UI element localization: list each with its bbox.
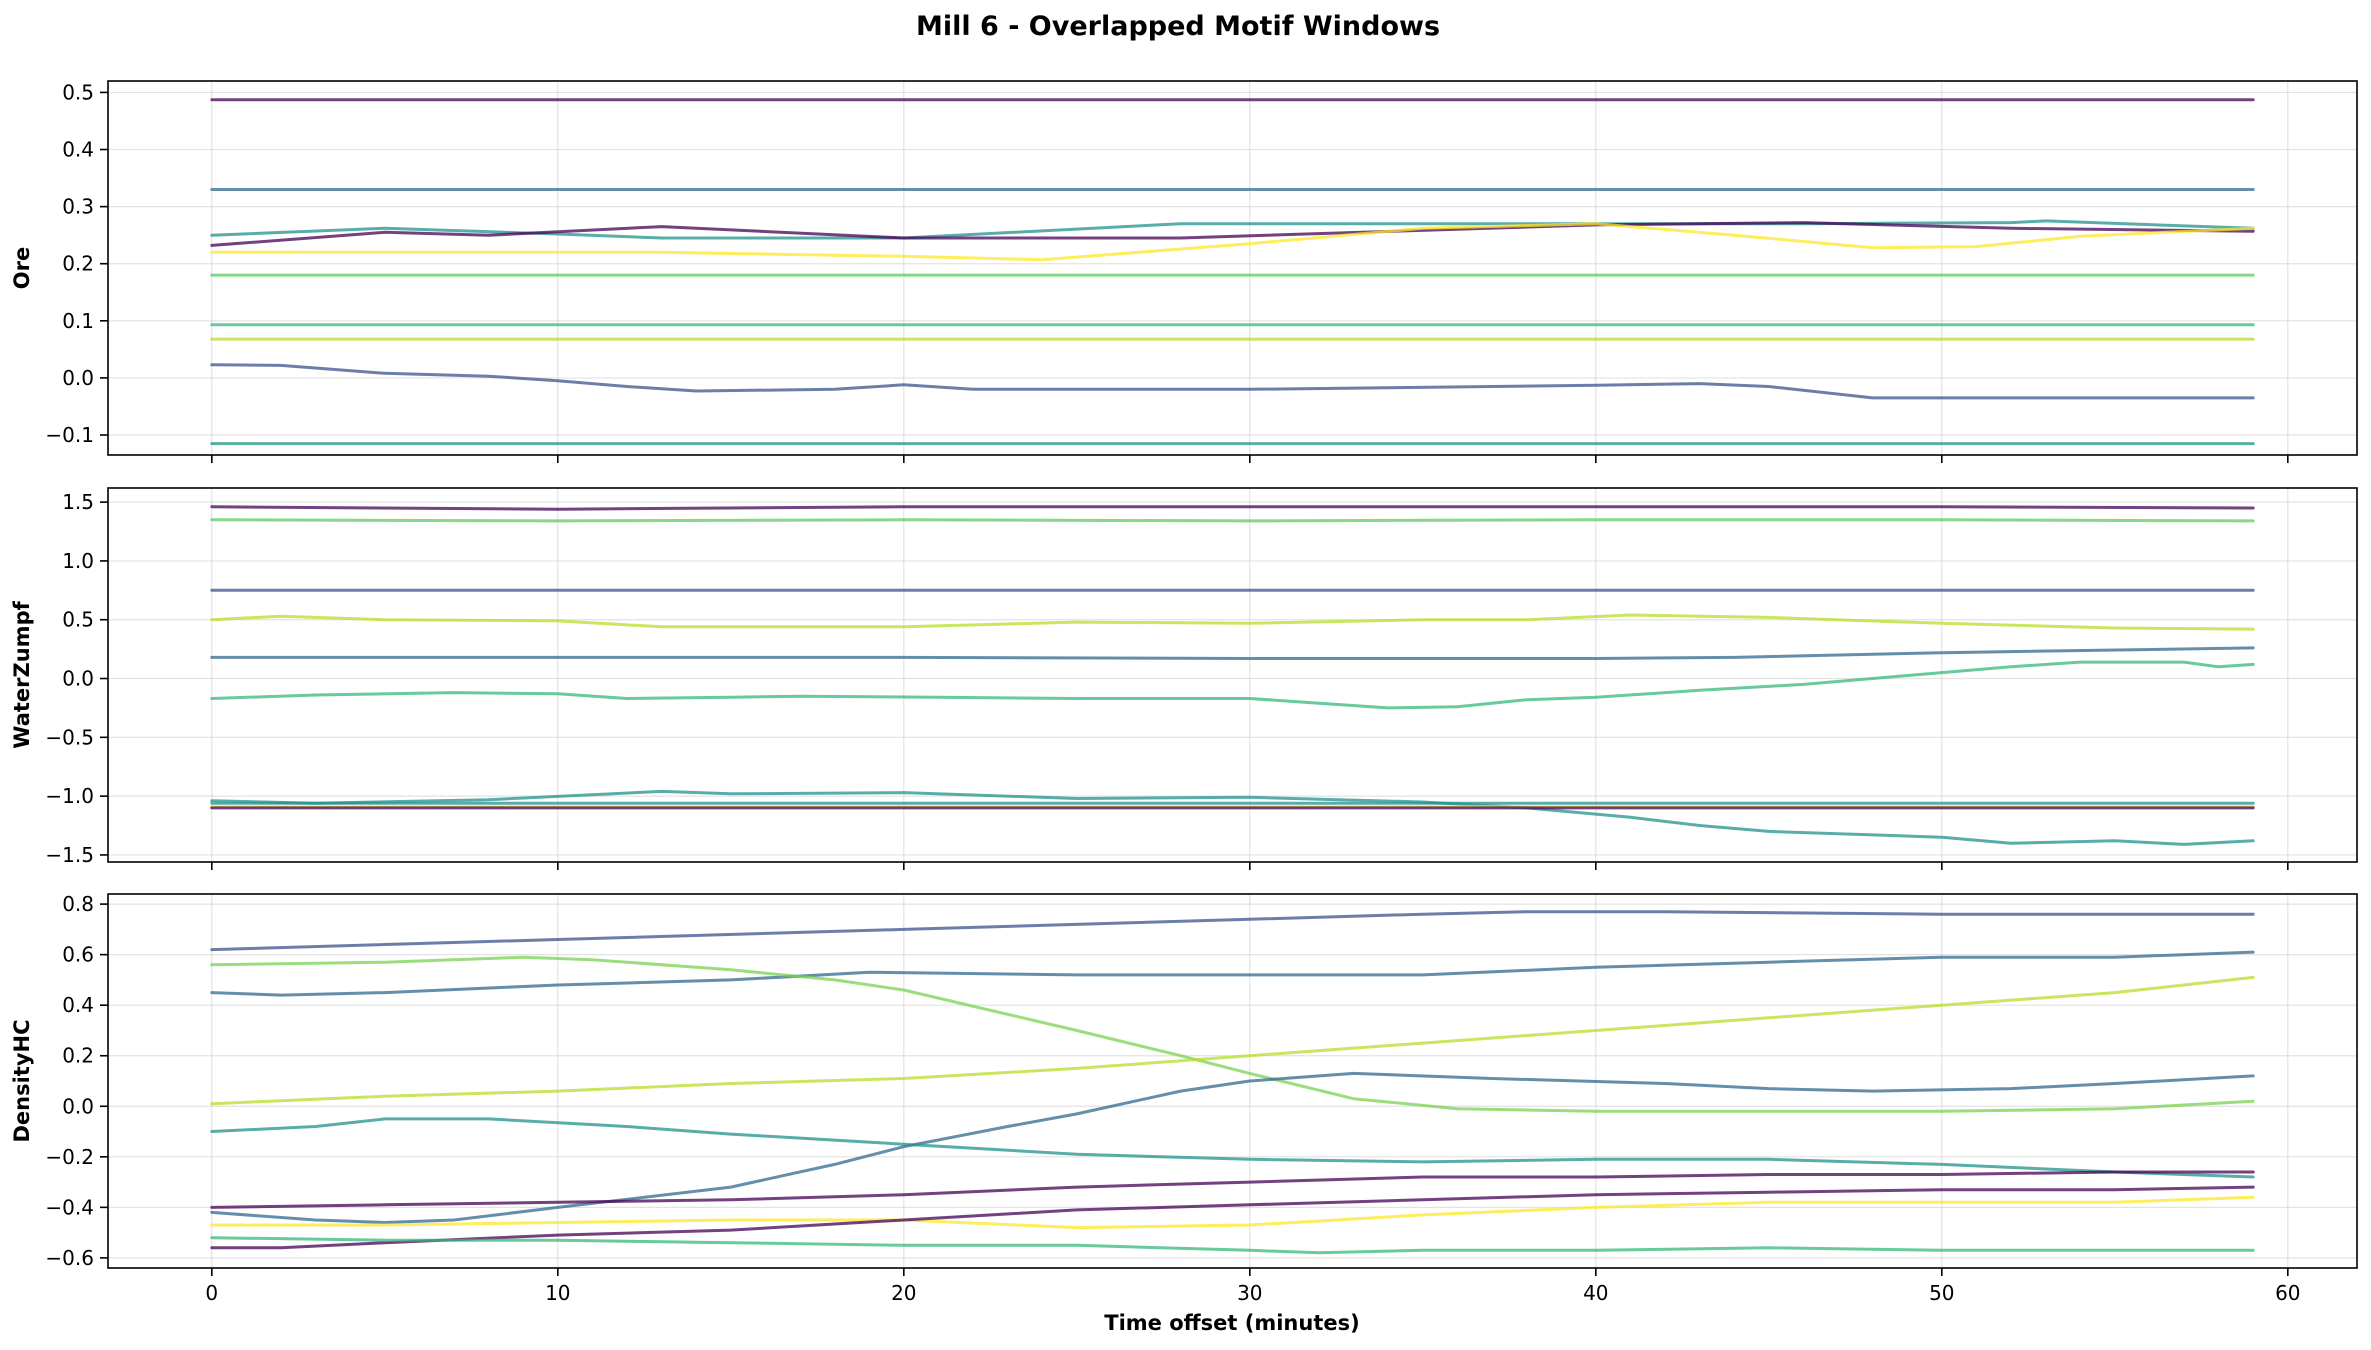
series-line-4 [210,221,2255,247]
y-tick-label: −0.6 [45,1246,94,1270]
x-tick-label: 60 [2275,1281,2300,1305]
y-axis-label: DensityHC [10,1019,34,1142]
series-line-5 [210,646,2255,660]
y-axis-label: WaterZumpf [10,600,34,748]
y-tick-label: 0.2 [62,1044,94,1068]
series-line-10 [210,1236,2255,1255]
y-tick-label: 0.0 [62,1094,94,1118]
series-group [210,505,2255,846]
series-line-5 [210,222,2255,262]
subplot-1: −0.1 0.0 0.1 0.2 0.3 0.4 0.5 Ore [10,80,2358,463]
y-tick-label: 0.4 [62,993,94,1017]
y-tick-label: 0.8 [62,892,94,916]
y-tick-label: 0.0 [62,366,94,390]
y-tick-label: 1.5 [62,490,94,514]
y-tick-label: −1.5 [45,843,94,867]
series-group [210,910,2255,1255]
y-tick-label: 0.3 [62,195,94,219]
x-axis-label: Time offset (minutes) [1104,1311,1359,1335]
y-tick-label: −1.0 [45,784,94,808]
x-tick-label: 20 [891,1281,916,1305]
y-tick-label: −0.5 [45,725,94,749]
y-tick-label: 1.0 [62,549,94,573]
x-tick-label: 30 [1237,1281,1262,1305]
series-line-2 [210,950,2255,997]
x-tick-label: 0 [205,1281,218,1305]
subplot-2: −1.5 −1.0 −0.5 0.0 0.5 1.0 1.5 WaterZumpf [10,487,2358,870]
axes-frame [107,80,2358,456]
series-line-6 [210,1117,2255,1179]
y-axis-label: Ore [10,247,34,289]
series-line-2 [210,518,2255,523]
axes-frame [107,487,2358,863]
y-tick-label: −0.4 [45,1195,94,1219]
subplots: −0.1 0.0 0.1 0.2 0.3 0.4 0.5 Ore −1.5 −1.0 −0.5 0.0… [10,80,2358,1305]
series-line-1 [210,910,2255,952]
series-line-3 [210,955,2255,1113]
series-line-4 [210,613,2255,631]
series-line-4 [210,975,2255,1106]
axes-frame [107,893,2358,1269]
x-tick-label: 50 [1929,1281,1954,1305]
series-line-3 [210,219,2255,240]
x-tick-label: 40 [1583,1281,1608,1305]
y-tick-label: 0.2 [62,252,94,276]
series-line-8 [210,1195,2255,1230]
figure-title: Mill 6 - Overlapped Motif Windows [916,11,1440,42]
y-tick-label: −0.1 [45,423,94,447]
y-tick-label: 0.5 [62,80,94,104]
y-tick-label: 0.5 [62,608,94,632]
series-line-6 [210,660,2255,710]
y-tick-label: 0.6 [62,943,94,967]
series-line-1 [210,505,2255,511]
series-line-5 [210,1071,2255,1224]
series-group [210,98,2255,446]
x-tick-label: 10 [545,1281,570,1305]
y-tick-label: 0.0 [62,667,94,691]
y-tick-label: 0.1 [62,309,94,333]
y-tick-label: 0.4 [62,138,94,162]
subplot-3: 0 10 20 30 40 50 60 −0.6 −0.4 −0.2 0.0 0.2 0.4 0.6 0.8… [10,892,2358,1305]
series-line-9 [210,363,2255,400]
y-tick-label: −0.2 [45,1145,94,1169]
series-line-7 [210,1170,2255,1209]
